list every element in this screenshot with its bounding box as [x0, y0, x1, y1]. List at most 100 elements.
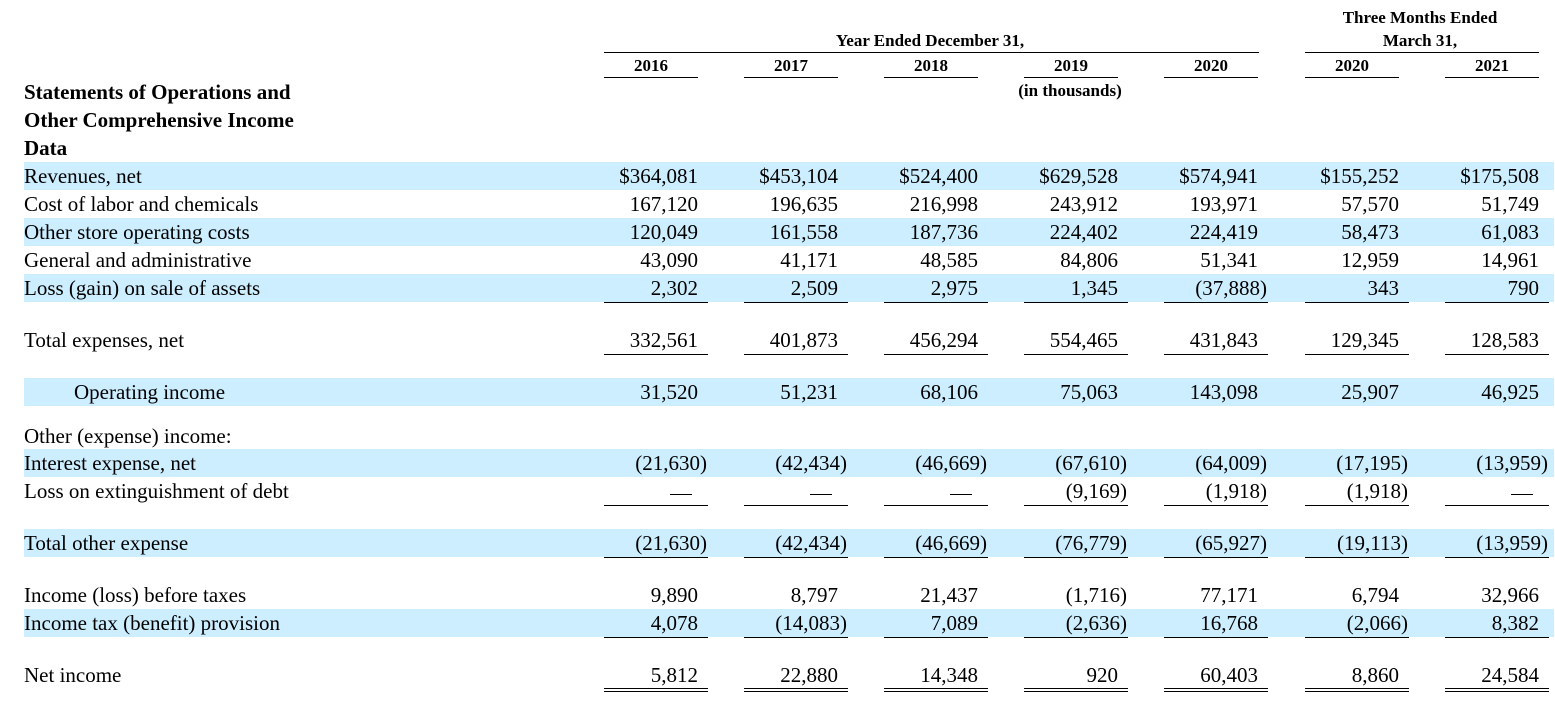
value-cell: 224,402 — [1049, 220, 1118, 244]
value-cell: $574,941 — [1179, 164, 1258, 188]
value-cell: $175,508 — [1460, 164, 1539, 188]
total-rule — [1445, 637, 1549, 638]
value-cell: 401,873 — [769, 328, 838, 352]
value-cell: (76,779) — [1055, 531, 1127, 555]
grand-total-rule — [1164, 688, 1268, 692]
value-cell: 43,090 — [640, 248, 698, 272]
total-rule — [744, 557, 848, 558]
value-cell: $629,528 — [1039, 164, 1118, 188]
total-rule — [1305, 505, 1409, 506]
value-cell: 456,294 — [909, 328, 978, 352]
dash-cell — [1511, 494, 1533, 495]
total-rule — [744, 637, 848, 638]
row-label: General and administrative — [24, 248, 252, 272]
value-cell: 431,843 — [1189, 328, 1258, 352]
total-rule — [744, 302, 848, 303]
total-rule — [884, 637, 988, 638]
row-label: Income (loss) before taxes — [24, 583, 247, 607]
value-cell: (42,434) — [775, 451, 847, 475]
total-rule — [1305, 354, 1409, 355]
value-cell: 2,302 — [650, 276, 698, 300]
dash-cell — [950, 494, 972, 495]
value-cell: 61,083 — [1481, 220, 1539, 244]
total-rule — [1024, 302, 1128, 303]
total-rule — [1024, 505, 1128, 506]
header-units: (in thousands) — [1018, 81, 1122, 100]
value-cell: (1,918) — [1205, 479, 1267, 503]
total-rule — [604, 302, 708, 303]
section-title-line1: Statements of Operations and — [24, 80, 291, 104]
value-cell: 128,583 — [1470, 328, 1539, 352]
value-cell: (19,113) — [1337, 531, 1408, 555]
value-cell: 243,912 — [1049, 192, 1118, 216]
row-band — [24, 218, 1554, 246]
value-cell: 51,749 — [1481, 192, 1539, 216]
value-cell: 48,585 — [920, 248, 978, 272]
value-cell: 4,078 — [650, 611, 698, 635]
row-label: Interest expense, net — [24, 451, 197, 475]
value-cell: 60,403 — [1200, 663, 1258, 687]
value-cell: (46,669) — [915, 451, 987, 475]
column-header-0: 2016 — [634, 56, 668, 75]
value-cell: $524,400 — [899, 164, 978, 188]
total-rule — [884, 354, 988, 355]
total-rule — [1445, 557, 1549, 558]
row-label: Total other expense — [24, 531, 189, 555]
grand-total-rule — [1305, 688, 1409, 692]
value-cell: 2,509 — [790, 276, 838, 300]
value-cell: 5,812 — [650, 663, 698, 687]
value-cell: (42,434) — [775, 531, 847, 555]
row-label: Net income — [24, 663, 122, 687]
value-cell: (13,959) — [1476, 451, 1548, 475]
value-cell: 31,520 — [640, 380, 698, 404]
section-title-line3: Data — [24, 136, 68, 160]
value-cell: 9,890 — [650, 583, 698, 607]
value-cell: 46,925 — [1481, 380, 1539, 404]
value-cell: 75,063 — [1060, 380, 1118, 404]
column-header-5: 2020 — [1335, 56, 1369, 75]
value-cell: 1,345 — [1070, 276, 1118, 300]
total-rule — [1164, 354, 1268, 355]
total-rule — [1164, 557, 1268, 558]
value-cell: (21,630) — [635, 451, 707, 475]
total-rule — [884, 302, 988, 303]
value-cell: 51,231 — [780, 380, 838, 404]
header-group-year: Year Ended December 31, — [835, 31, 1025, 50]
total-rule — [1305, 637, 1409, 638]
row-label: Other store operating costs — [24, 220, 250, 244]
value-cell: 920 — [1086, 663, 1119, 687]
row-label: Total expenses, net — [24, 328, 185, 352]
value-cell: 224,419 — [1189, 220, 1258, 244]
column-header-rule-6 — [1445, 77, 1539, 78]
value-cell: 22,880 — [780, 663, 838, 687]
row-band — [24, 274, 1554, 302]
value-cell: 57,570 — [1341, 192, 1399, 216]
value-cell: (2,636) — [1065, 611, 1127, 635]
value-cell: $364,081 — [619, 164, 698, 188]
value-cell: 554,465 — [1049, 328, 1118, 352]
row-label: Other (expense) income: — [24, 424, 232, 448]
value-cell: 8,860 — [1351, 663, 1399, 687]
value-cell: 343 — [1367, 276, 1400, 300]
grand-total-rule — [1445, 688, 1549, 692]
value-cell: 16,768 — [1200, 611, 1258, 635]
total-rule — [1164, 505, 1268, 506]
value-cell: 120,049 — [629, 220, 698, 244]
column-header-4: 2020 — [1194, 56, 1228, 75]
row-band — [24, 609, 1554, 637]
total-rule — [1164, 637, 1268, 638]
total-rule — [1305, 302, 1409, 303]
row-label: Cost of labor and chemicals — [24, 192, 259, 216]
value-cell: 58,473 — [1341, 220, 1399, 244]
total-rule — [604, 354, 708, 355]
row-label: Revenues, net — [24, 164, 142, 188]
value-cell: 77,171 — [1200, 583, 1258, 607]
row-band — [24, 449, 1554, 477]
value-cell: (46,669) — [915, 531, 987, 555]
column-header-rule-2 — [884, 77, 978, 78]
column-header-6: 2021 — [1475, 56, 1509, 75]
value-cell: 25,907 — [1341, 380, 1399, 404]
value-cell: 161,558 — [769, 220, 838, 244]
value-cell: 32,966 — [1481, 583, 1539, 607]
value-cell: 14,961 — [1481, 248, 1539, 272]
